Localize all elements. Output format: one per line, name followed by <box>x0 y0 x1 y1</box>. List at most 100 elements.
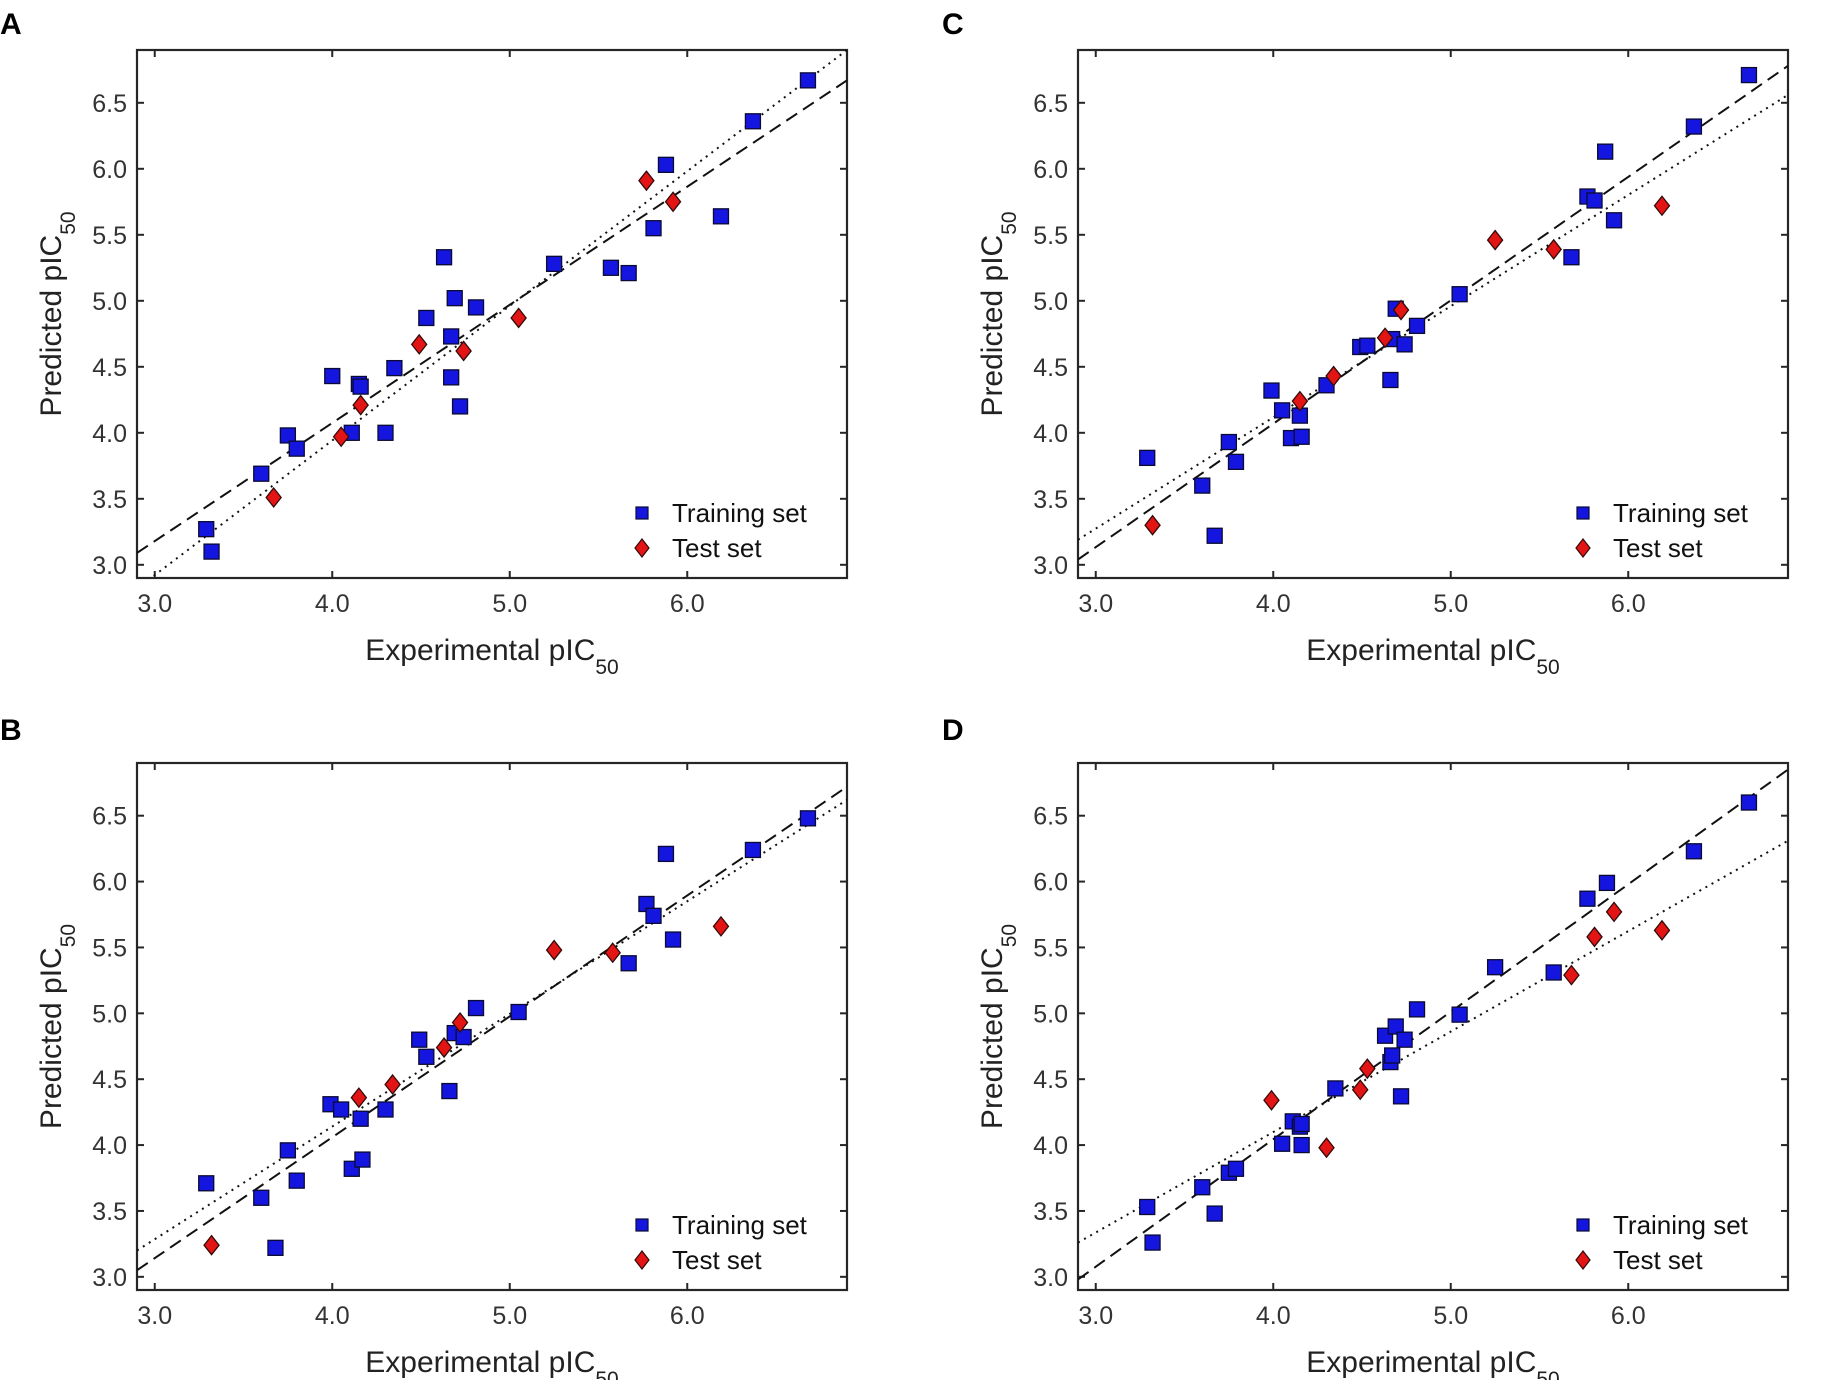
training-point <box>1273 1135 1291 1152</box>
training-point <box>332 1101 350 1118</box>
training-point <box>1597 143 1614 160</box>
training-point <box>1586 192 1603 209</box>
training-point <box>1293 428 1310 445</box>
training-point <box>451 398 469 415</box>
y-tick-label: 3.0 <box>92 552 127 580</box>
y-tick-label: 6.5 <box>1033 90 1068 118</box>
x-tick-label: 3.0 <box>137 590 172 618</box>
y-tick-label: 5.5 <box>92 222 127 250</box>
dashed-fit-line <box>137 79 847 554</box>
y-tick-label: 4.5 <box>1033 354 1068 382</box>
legend-a: Training set Test set <box>634 498 808 563</box>
training-point <box>657 845 675 863</box>
legend-test-marker <box>1575 1250 1591 1270</box>
training-point <box>418 309 435 327</box>
training-point <box>1740 66 1758 84</box>
training-point <box>267 1239 284 1256</box>
training-point <box>203 543 220 560</box>
training-point <box>418 1048 435 1065</box>
y-tick-label: 3.0 <box>1033 552 1068 580</box>
legend-test-label: Test set <box>1613 1245 1703 1275</box>
y-tick-label: 3.5 <box>1033 486 1068 514</box>
training-point <box>446 290 463 307</box>
test-point <box>1653 919 1671 941</box>
y-axis-label-a: Predicted pIC50 <box>35 211 80 416</box>
training-point <box>1194 1179 1211 1196</box>
x-tick-label: 4.0 <box>315 590 350 618</box>
y-axis-label-main: Predicted pIC <box>976 947 1009 1129</box>
x-axis-label-a: Experimental pIC50 <box>365 634 618 679</box>
y-tick-label: 4.0 <box>1033 420 1068 448</box>
y-axis-label-main: Predicted pIC <box>35 235 68 417</box>
test-point <box>1291 390 1309 412</box>
training-point <box>377 424 394 441</box>
training-point <box>1144 1234 1161 1251</box>
training-point <box>645 907 662 924</box>
x-tick-label: 4.0 <box>1256 1302 1291 1330</box>
training-point <box>288 440 305 457</box>
panel-letter-a: A <box>0 8 22 41</box>
training-point <box>386 359 403 377</box>
panel-a: A 3.0 4.0 5.0 6.0 3.0 3.5 4.0 4.5 5.0 5.5 6.0 6.5 Exp… <box>0 8 849 679</box>
training-point <box>1451 286 1468 303</box>
legend-training-label: Training set <box>672 498 808 528</box>
training-point <box>657 156 675 173</box>
legend-training-label: Training set <box>672 1210 808 1240</box>
training-point <box>799 810 817 827</box>
training-point <box>1263 382 1280 399</box>
training-point <box>1194 477 1211 494</box>
training-point <box>352 378 369 395</box>
y-tick-label: 5.0 <box>92 288 127 316</box>
training-point <box>1598 874 1616 892</box>
training-point <box>1685 118 1703 135</box>
test-point <box>1605 901 1623 923</box>
legend-test-marker <box>634 1250 650 1270</box>
training-point <box>545 255 563 272</box>
legend-d: Training set Test set <box>1575 1210 1749 1275</box>
y-axis-label-b: Predicted pIC50 <box>35 924 80 1129</box>
y-tick-label: 4.5 <box>92 1066 127 1094</box>
y-tick-label: 3.5 <box>92 486 127 514</box>
training-point <box>279 427 297 444</box>
panel-letter-c: C <box>942 8 964 41</box>
training-point <box>1396 1031 1413 1048</box>
test-point <box>455 340 472 362</box>
panel-d: D 3.0 4.0 5.0 6.0 3.0 3.5 4.0 4.5 5.0 5.5 6.0 6.5 Exp… <box>942 714 1790 1380</box>
test-point <box>410 333 428 355</box>
training-point <box>467 999 485 1017</box>
training-point <box>744 841 762 859</box>
training-point <box>253 1189 270 1206</box>
y-tick-label: 6.0 <box>92 156 127 184</box>
y-tick-label: 4.0 <box>1033 1132 1068 1160</box>
training-point <box>1396 336 1413 353</box>
x-tick-label: 6.0 <box>670 1302 705 1330</box>
x-tick-label: 3.0 <box>1078 590 1113 618</box>
panel-b: B 3.0 4.0 5.0 6.0 3.0 3.5 4.0 4.5 5.0 5.5 6.0 6.5 Exp… <box>0 714 849 1380</box>
training-point <box>1563 249 1580 266</box>
y-tick-label: 6.5 <box>92 803 127 831</box>
x-axis-label-c: Experimental pIC50 <box>1306 634 1559 679</box>
training-point <box>620 264 637 282</box>
test-point <box>1392 299 1410 321</box>
test-point <box>352 394 369 416</box>
training-point <box>1408 1001 1426 1018</box>
plot-frame-d <box>1076 761 1790 1292</box>
training-point <box>1293 1136 1310 1154</box>
test-point <box>1545 238 1563 260</box>
training-point <box>645 220 662 237</box>
y-tick-label: 6.0 <box>1033 869 1068 897</box>
training-point <box>354 1151 371 1168</box>
training-point <box>1139 1198 1156 1216</box>
training-point <box>1293 1115 1310 1133</box>
fit-lines-d <box>1078 768 1788 1281</box>
legend-test-marker <box>1575 538 1591 558</box>
x-tick-label: 5.0 <box>492 590 527 618</box>
training-point <box>1273 402 1291 419</box>
panel-c: C 3.0 4.0 5.0 6.0 3.0 3.5 4.0 4.5 5.0 5.5 6.0 6.5 Exp… <box>942 8 1790 679</box>
test-point <box>1486 229 1504 251</box>
x-tick-label: 6.0 <box>1611 1302 1646 1330</box>
dashed-fit-line <box>1078 768 1788 1281</box>
x-tick-label: 3.0 <box>1078 1302 1113 1330</box>
training-point <box>352 1110 369 1127</box>
